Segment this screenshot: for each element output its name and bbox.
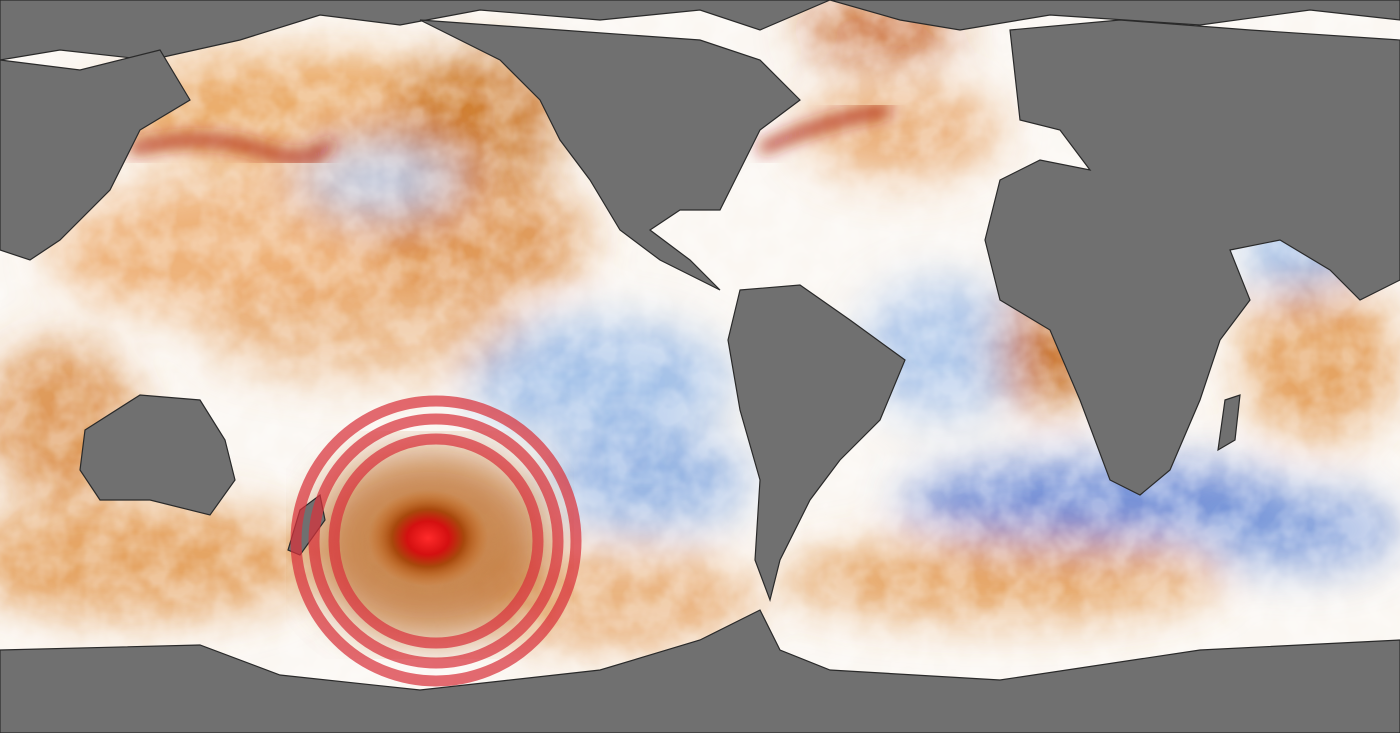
australia <box>79 394 236 516</box>
south-america <box>727 284 906 603</box>
ring-inner <box>328 433 544 649</box>
antarctica <box>0 609 1400 733</box>
ring-middle <box>308 413 564 669</box>
highlight-rings <box>290 395 582 687</box>
ring-outer <box>290 395 582 687</box>
marine-heatwave-core <box>368 490 488 586</box>
eurasia-africa <box>984 19 1400 496</box>
asia-west <box>0 49 191 261</box>
madagascar <box>1217 394 1241 452</box>
north-america <box>419 19 801 291</box>
arctic-land <box>0 0 1400 61</box>
